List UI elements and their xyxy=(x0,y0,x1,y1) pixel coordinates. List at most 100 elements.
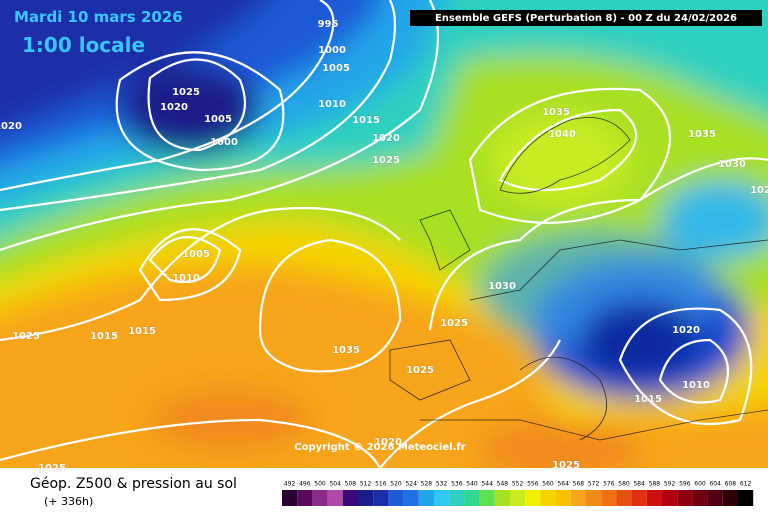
isobar-label: 1015 xyxy=(128,326,156,337)
scale-swatch xyxy=(510,490,526,506)
scale-swatch xyxy=(403,490,419,506)
isobar-label: 1035 xyxy=(688,129,716,140)
coastlines xyxy=(389,117,768,441)
scale-label: 512 xyxy=(360,481,372,488)
scale-swatch xyxy=(555,490,571,506)
footer-title: Géop. Z500 & pression au sol xyxy=(30,476,237,492)
scale-label: 572 xyxy=(588,481,600,488)
scale-swatch xyxy=(358,490,374,506)
scale-label: 552 xyxy=(512,481,524,488)
scale-label: 548 xyxy=(497,481,509,488)
isobar-label: 1030 xyxy=(718,159,746,170)
isobars xyxy=(0,0,768,468)
scale-swatch xyxy=(662,490,678,506)
scale-swatch xyxy=(692,490,708,506)
scale-swatch xyxy=(388,490,404,506)
isobar-label: 1010 xyxy=(682,380,710,391)
scale-label: 520 xyxy=(390,481,402,488)
scale-label: 544 xyxy=(481,481,493,488)
isobar-label: 1020 xyxy=(374,437,402,448)
isobar-label: 1025 xyxy=(440,318,468,329)
scale-label: 532 xyxy=(436,481,448,488)
scale-label: 560 xyxy=(542,481,554,488)
date: Mardi 10 mars 2026 xyxy=(14,8,183,26)
scale-label: 524 xyxy=(405,481,417,488)
scale-label: 536 xyxy=(451,481,463,488)
scale-swatch xyxy=(418,490,434,506)
scale-label: 588 xyxy=(649,481,661,488)
model-banner xyxy=(410,10,762,26)
isobar-label: 1015 xyxy=(634,394,662,405)
copyright: Copyright © 2026 Meteociel.fr xyxy=(294,442,465,453)
isobar-label: 1025 xyxy=(750,185,768,196)
scale-swatch xyxy=(677,490,693,506)
scale-label: 556 xyxy=(527,481,539,488)
isobar-label: 1000 xyxy=(210,137,238,148)
scale-swatch xyxy=(616,490,632,506)
scale-label: 596 xyxy=(679,481,691,488)
scale-swatch xyxy=(342,490,358,506)
isobar-label: 1030 xyxy=(488,281,516,292)
scale-label: 528 xyxy=(421,481,433,488)
scale-swatch xyxy=(631,490,647,506)
isobar-label: 1025 xyxy=(172,87,200,98)
scale-swatch xyxy=(586,490,602,506)
scale-swatch xyxy=(327,490,343,506)
isobar-label: 1000 xyxy=(318,45,346,56)
isobar-label: 1020 xyxy=(0,121,22,132)
isobar-label: 1035 xyxy=(332,345,360,356)
scale-label: 540 xyxy=(466,481,478,488)
scale-swatch xyxy=(525,490,541,506)
isobar-label: 1025 xyxy=(372,155,400,166)
scale-label: 564 xyxy=(557,481,569,488)
scale-swatch xyxy=(646,490,662,506)
scale-label: 496 xyxy=(299,481,311,488)
scale-label: 568 xyxy=(573,481,585,488)
scale-label: 612 xyxy=(740,481,752,488)
model-info: Ensemble GEFS (Perturbation 8) - 00 Z du… xyxy=(435,13,737,24)
isobar-label: 1020 xyxy=(372,133,400,144)
scale-swatch xyxy=(282,490,298,506)
scale-swatch xyxy=(297,490,313,506)
scale-swatch xyxy=(494,490,510,506)
scale-label: 500 xyxy=(314,481,326,488)
scale-swatch xyxy=(312,490,328,506)
isobar-label: 1025 xyxy=(12,331,40,342)
isobar-label: 1035 xyxy=(542,107,570,118)
scale-label: 492 xyxy=(284,481,296,488)
isobar-label: 1025 xyxy=(406,365,434,376)
scale-swatch xyxy=(449,490,465,506)
scale-swatch xyxy=(707,490,723,506)
scale-label: 576 xyxy=(603,481,615,488)
scale-label: 584 xyxy=(633,481,645,488)
scale-label: 580 xyxy=(618,481,630,488)
isobar-label: 1025 xyxy=(38,463,66,474)
scale-swatch xyxy=(464,490,480,506)
isobar-label: 1005 xyxy=(322,63,350,74)
scale-swatch xyxy=(738,490,754,506)
scale-label: 600 xyxy=(694,481,706,488)
isobar-label: 1010 xyxy=(318,99,346,110)
scale-label: 608 xyxy=(725,481,737,488)
scale-label: 592 xyxy=(664,481,676,488)
isobar-label: 1015 xyxy=(352,115,380,126)
scale-swatch xyxy=(601,490,617,506)
scale-label: 508 xyxy=(345,481,357,488)
scale-swatch xyxy=(434,490,450,506)
isobar-label: 1040 xyxy=(548,129,576,140)
scale-swatch xyxy=(570,490,586,506)
lead-time: (+ 336h) xyxy=(44,495,93,508)
isobar-label: 1020 xyxy=(160,102,188,113)
scale-swatch xyxy=(373,490,389,506)
isobar-label: 1015 xyxy=(90,331,118,342)
isobar-label: 1020 xyxy=(672,325,700,336)
isobar-label: 1005 xyxy=(204,114,232,125)
field xyxy=(0,0,768,468)
scale-label: 604 xyxy=(709,481,721,488)
scale-swatch xyxy=(540,490,556,506)
scale-label: 516 xyxy=(375,481,387,488)
scale-swatch xyxy=(479,490,495,506)
isobar-label: 995 xyxy=(318,19,339,30)
time: 1:00 locale xyxy=(22,33,145,57)
